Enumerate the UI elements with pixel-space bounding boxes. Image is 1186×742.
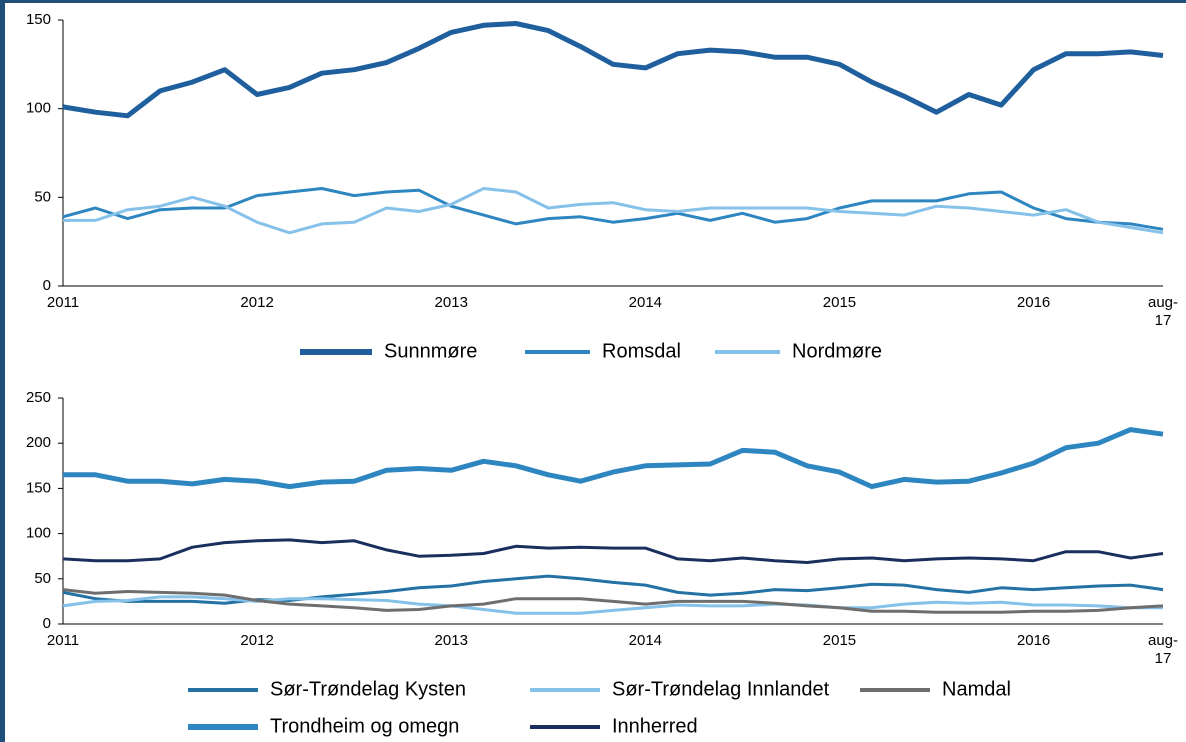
legend-label: Sør-Trøndelag Innlandet [612, 678, 830, 700]
y-tick-label: 0 [43, 615, 51, 632]
y-tick-label: 50 [34, 188, 51, 205]
series-line [62, 588, 1164, 614]
series-line [62, 187, 1164, 231]
y-tick-label: 200 [26, 434, 51, 451]
x-tick-label: 2016 [1016, 294, 1051, 311]
x-tick-label: 2012 [240, 294, 274, 311]
legend-label: Trondheim og omegn [270, 715, 459, 737]
top-border [0, 0, 1186, 3]
series-line [63, 187, 1164, 235]
x-tick-label: 2013 [434, 632, 468, 649]
y-tick-label: 100 [26, 100, 51, 117]
legend-label: Namdal [942, 678, 1011, 700]
legend-label: Innherred [612, 715, 698, 737]
x-tick-label: 2011 [46, 632, 80, 649]
series-line [62, 21, 1164, 119]
y-tick-label: 0 [43, 277, 51, 294]
x-tick-label: 2014 [628, 294, 663, 311]
x-tick-label: 2015 [822, 632, 857, 649]
x-tick-label: 2015 [822, 294, 857, 311]
series-line [63, 427, 1164, 490]
x-tick-label: 2011 [46, 294, 80, 311]
left-border [0, 0, 5, 742]
x-tick-label: 2013 [434, 294, 468, 311]
legend-label: Nordmøre [792, 340, 882, 362]
y-tick-label: 150 [26, 479, 51, 496]
x-tick-label: aug-17 [1147, 632, 1179, 667]
y-tick-label: 150 [26, 11, 51, 28]
legend-label: Sør-Trøndelag Kysten [270, 678, 466, 700]
x-tick-label: 2014 [628, 632, 663, 649]
x-tick-label: aug-17 [1147, 294, 1179, 329]
y-tick-label: 50 [34, 570, 51, 587]
y-tick-label: 100 [26, 525, 51, 542]
x-tick-label: 2012 [240, 632, 274, 649]
y-tick-label: 250 [26, 389, 51, 406]
legend-label: Romsdal [602, 340, 681, 362]
legend-label: Sunnmøre [384, 340, 477, 362]
series-line [62, 538, 1164, 564]
x-tick-label: 2016 [1016, 632, 1051, 649]
series-line [62, 595, 1163, 615]
